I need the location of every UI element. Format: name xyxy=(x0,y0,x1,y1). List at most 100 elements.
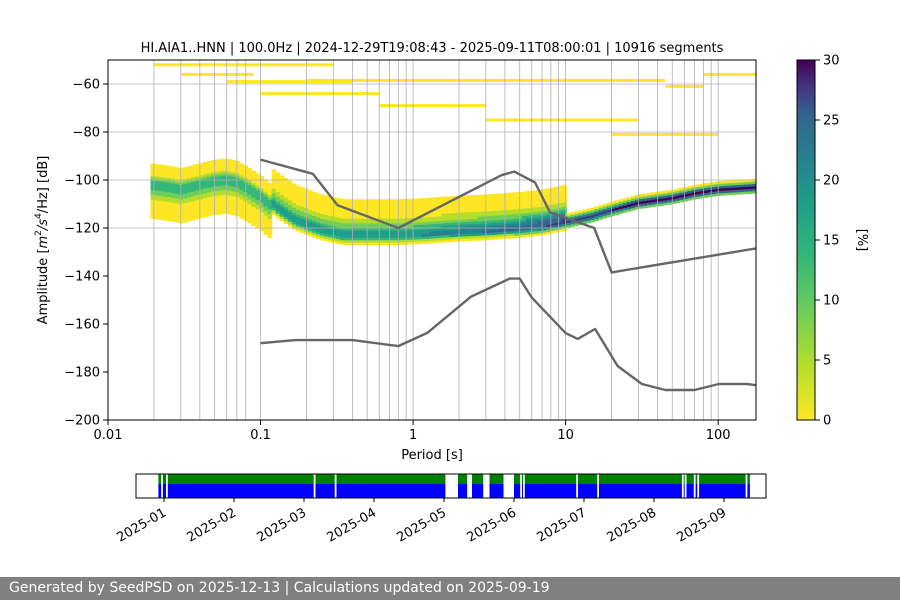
heatmap-cell xyxy=(255,221,261,224)
heatmap-cell xyxy=(525,212,531,216)
heatmap-cell xyxy=(231,164,236,168)
heatmap-cell xyxy=(207,175,212,179)
heatmap-cell xyxy=(505,231,511,234)
heatmap-cell xyxy=(336,210,341,213)
heatmap-cell xyxy=(525,215,531,218)
heatmap-cell xyxy=(263,213,269,216)
heatmap-cell xyxy=(602,208,608,212)
heatmap-cell xyxy=(247,216,252,219)
heatmap-cell xyxy=(279,194,285,198)
heatmap-cell xyxy=(554,208,559,211)
heatmap-cell xyxy=(699,186,705,189)
heatmap-cell xyxy=(521,196,527,199)
heatmap-cell xyxy=(320,228,325,231)
heatmap-cell xyxy=(465,236,470,239)
heatmap-cell xyxy=(396,223,402,226)
heatmap-cell xyxy=(259,176,265,179)
heatmap-cell xyxy=(275,208,281,212)
heatmap-cell xyxy=(392,213,398,217)
heatmap-cell xyxy=(445,208,450,212)
heatmap-cell xyxy=(457,214,462,218)
heatmap-cell xyxy=(485,237,491,241)
heatmap-cell xyxy=(271,188,277,192)
heatmap-cell xyxy=(441,237,446,241)
heatmap-cell xyxy=(530,200,535,203)
heatmap-cell xyxy=(534,233,539,237)
heatmap-cell xyxy=(453,239,458,242)
heatmap-cell xyxy=(372,237,378,241)
heatmap-cell xyxy=(255,218,261,222)
heatmap-cell xyxy=(231,159,236,163)
heatmap-cell xyxy=(388,216,394,219)
heatmap-cell xyxy=(433,223,438,227)
heatmap-cell xyxy=(247,199,252,202)
heatmap-cell xyxy=(554,229,559,233)
heatmap-cell xyxy=(219,185,224,189)
heatmap-cell xyxy=(166,172,172,176)
heatmap-cell xyxy=(530,190,535,194)
heatmap-cell xyxy=(469,238,474,241)
heatmap-cell xyxy=(485,215,491,219)
heatmap-cell xyxy=(348,220,353,224)
heatmap-cell xyxy=(538,201,543,205)
heatmap-cell xyxy=(425,207,430,211)
heatmap-cell xyxy=(400,220,406,224)
heatmap-cell xyxy=(215,161,220,165)
heatmap-cell xyxy=(352,235,357,238)
heatmap-cell xyxy=(457,202,462,206)
heatmap-cell xyxy=(481,235,487,238)
heatmap-cell xyxy=(465,224,470,227)
heatmap-cell xyxy=(267,185,273,188)
heatmap-cell xyxy=(614,202,620,206)
heatmap-cell xyxy=(481,220,487,224)
heatmap-cell xyxy=(372,225,378,229)
heatmap-cell xyxy=(445,232,450,236)
heatmap-cell xyxy=(352,206,357,210)
heatmap-cell xyxy=(521,208,527,211)
heatmap-cell xyxy=(469,216,474,220)
heatmap-cell xyxy=(384,199,390,202)
heatmap-cell xyxy=(554,198,559,202)
heatmap-cell xyxy=(392,208,398,212)
heatmap-cell xyxy=(525,191,531,194)
heatmap-cell xyxy=(231,179,236,182)
heatmap-cell xyxy=(582,219,587,222)
heatmap-cell xyxy=(203,207,208,211)
y-label-part: Amplitude [ xyxy=(36,248,51,324)
heatmap-cell xyxy=(312,206,317,209)
heatmap-cell xyxy=(287,209,293,213)
heatmap-cell xyxy=(251,206,256,210)
heatmap-cell xyxy=(275,194,281,197)
heatmap-cell xyxy=(231,191,236,194)
heatmap-cell xyxy=(267,197,273,200)
heatmap-cell xyxy=(182,217,188,221)
heatmap-cell xyxy=(408,198,414,202)
heatmap-cell xyxy=(255,202,261,205)
heatmap-cell xyxy=(525,207,531,211)
heatmap-cell xyxy=(324,195,329,199)
heatmap-cell xyxy=(610,208,616,212)
heatmap-cell xyxy=(283,206,289,210)
heatmap-cell xyxy=(558,212,563,215)
heatmap-cell xyxy=(453,212,458,216)
heatmap-cell xyxy=(158,198,164,201)
heatmap-cell xyxy=(404,239,410,243)
x-axis: 0.01 0.1 1 10 100 xyxy=(94,420,731,443)
heatmap-cell xyxy=(449,232,454,235)
heatmap-cell xyxy=(247,187,252,190)
heatmap-cell xyxy=(263,203,269,207)
heatmap-cell xyxy=(372,232,378,236)
heatmap-cell xyxy=(550,228,555,231)
x-tick-label: 0.1 xyxy=(250,428,271,443)
heatmap-cell xyxy=(489,232,495,236)
heatmap-cell xyxy=(170,188,176,191)
heatmap-cell xyxy=(530,202,535,206)
heatmap-cell xyxy=(299,218,305,221)
heatmap-cell xyxy=(421,229,426,232)
heatmap-cell xyxy=(691,187,696,191)
heatmap-cell xyxy=(437,218,442,222)
heatmap-cell xyxy=(190,203,196,206)
heatmap-cell xyxy=(215,159,220,163)
heatmap-cell xyxy=(433,218,438,222)
heatmap-cell xyxy=(445,203,450,207)
